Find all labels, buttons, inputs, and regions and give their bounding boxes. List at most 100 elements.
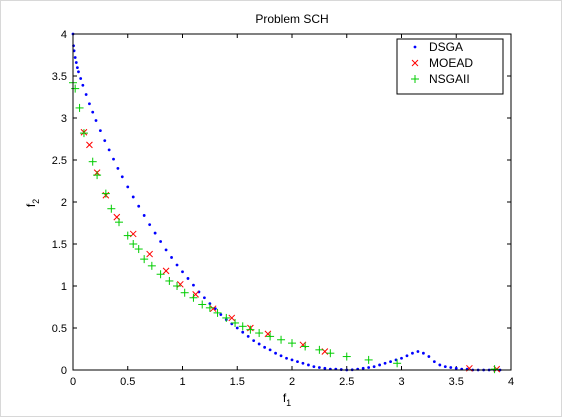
- point-nsgaii: [107, 204, 116, 213]
- legend: DSGA MOEAD NSGAII: [396, 38, 504, 95]
- point-dsga: [372, 365, 376, 369]
- legend-marker-dsga: [413, 45, 417, 49]
- point-dsga: [116, 167, 120, 170]
- y-tick-label: 1.5: [52, 239, 67, 251]
- point-nsgaii: [140, 255, 149, 264]
- point-dsga: [438, 363, 442, 367]
- legend-label: DSGA: [429, 40, 463, 54]
- point-dsga: [246, 335, 250, 338]
- axis-ticks: 0 0.5 1 1.5 2 2.5 3 3.5 4 0 0.5 1 1.5 2 2.5 3 3.5 4: [52, 29, 514, 388]
- point-dsga: [120, 175, 124, 179]
- x-tick-label: 3.5: [449, 376, 464, 388]
- point-nsgaii: [75, 103, 84, 112]
- point-moead: [228, 314, 236, 322]
- point-dsga: [432, 360, 436, 363]
- point-dsga: [449, 366, 453, 369]
- point-dsga: [77, 70, 80, 74]
- point-nsgaii: [88, 157, 97, 166]
- legend-item-moead: MOEAD: [411, 56, 473, 70]
- y-axis-label-main: f: [24, 203, 38, 207]
- point-nsgaii: [147, 261, 156, 270]
- svg-text:f1: f1: [283, 391, 291, 408]
- point-dsga: [274, 351, 277, 355]
- point-nsgaii: [213, 308, 222, 317]
- point-nsgaii: [255, 329, 264, 338]
- chart-title: Problem SCH: [255, 12, 328, 26]
- point-nsgaii: [101, 189, 110, 198]
- y-tick-label: 2: [61, 197, 67, 209]
- y-tick-label: 4: [61, 29, 67, 41]
- point-dsga: [323, 366, 327, 370]
- point-dsga: [427, 355, 431, 358]
- point-dsga: [164, 248, 168, 252]
- point-nsgaii: [134, 245, 143, 254]
- point-nsgaii: [231, 318, 240, 327]
- point-dsga: [192, 283, 195, 287]
- point-dsga: [181, 270, 184, 274]
- point-dsga: [411, 351, 414, 355]
- legend-label: NSGAII: [429, 72, 470, 86]
- x-tick-label: 1: [179, 376, 185, 388]
- point-nsgaii: [301, 342, 310, 351]
- point-dsga: [79, 77, 83, 80]
- point-dsga: [73, 56, 77, 59]
- point-dsga: [443, 365, 447, 369]
- point-dsga: [389, 360, 392, 363]
- point-dsga: [290, 358, 294, 362]
- point-dsga: [126, 185, 130, 189]
- svg-text:f2: f2: [24, 199, 41, 207]
- y-axis-label: f2: [24, 199, 41, 207]
- point-moead: [146, 250, 154, 258]
- x-tick-label: 0: [70, 376, 76, 388]
- y-tick-label: 1: [61, 281, 67, 293]
- point-nsgaii: [246, 325, 255, 334]
- legend-item-nsgaii: NSGAII: [411, 72, 470, 86]
- point-nsgaii: [315, 345, 324, 354]
- x-tick-label: 2: [289, 376, 295, 388]
- point-nsgaii: [490, 365, 499, 374]
- x-tick-label: 4: [508, 376, 514, 388]
- point-nsgaii: [238, 322, 247, 331]
- x-axis-label-main: f: [283, 391, 287, 405]
- point-nsgaii: [189, 293, 198, 302]
- point-dsga: [208, 302, 212, 306]
- point-dsga: [88, 102, 91, 106]
- point-dsga: [131, 195, 135, 199]
- point-dsga: [361, 366, 365, 370]
- x-tick-label: 1.5: [230, 376, 245, 388]
- legend-marker-moead: [411, 59, 419, 67]
- point-nsgaii: [198, 300, 207, 309]
- point-dsga: [383, 361, 387, 365]
- series-moead: [80, 128, 501, 373]
- point-moead: [209, 305, 217, 313]
- x-axis-label: f1: [283, 391, 291, 408]
- point-dsga: [91, 110, 95, 114]
- point-dsga: [153, 231, 157, 235]
- y-tick-label: 3.5: [52, 71, 67, 83]
- y-tick-label: 0: [61, 365, 67, 377]
- point-nsgaii: [129, 240, 138, 248]
- point-nsgaii: [93, 171, 102, 180]
- point-dsga: [263, 345, 267, 349]
- point-dsga: [454, 366, 458, 370]
- x-tick-label: 3: [398, 376, 404, 388]
- point-dsga: [422, 351, 425, 355]
- axes-box: [72, 33, 512, 371]
- point-nsgaii: [277, 335, 286, 344]
- point-dsga: [213, 307, 217, 311]
- point-dsga: [307, 363, 310, 367]
- point-dsga: [203, 296, 206, 300]
- point-nsgaii: [114, 218, 123, 227]
- point-dsga: [279, 354, 283, 358]
- point-nsgaii: [180, 288, 189, 297]
- point-nsgaii: [123, 231, 132, 240]
- point-dsga: [142, 214, 146, 217]
- point-dsga: [159, 240, 163, 243]
- point-nsgaii: [79, 129, 88, 138]
- y-tick-label: 0.5: [52, 323, 67, 335]
- point-nsgaii: [342, 352, 351, 361]
- point-dsga: [94, 119, 98, 122]
- data-marks: [69, 32, 502, 374]
- point-nsgaii: [393, 359, 402, 368]
- point-dsga: [405, 354, 409, 358]
